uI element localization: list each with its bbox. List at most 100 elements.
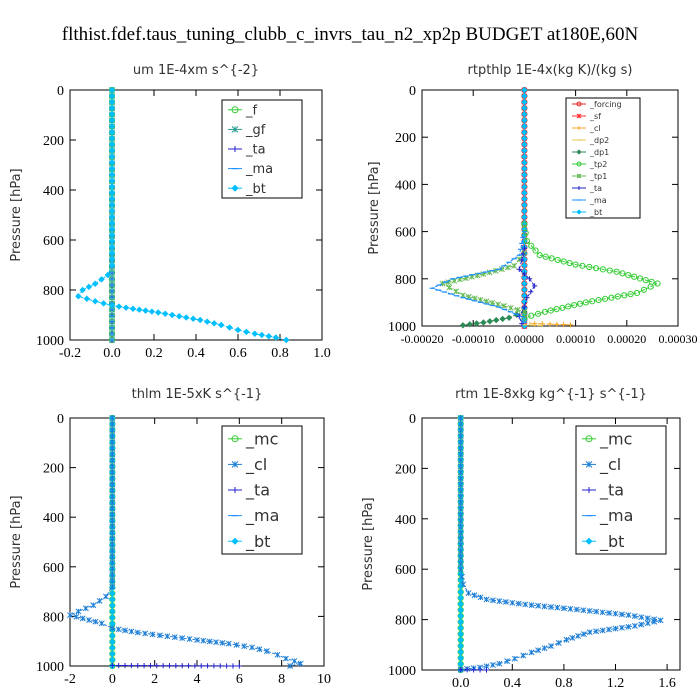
panel-title: rtm 1E-8xkg kg^{-1} s^{-1} xyxy=(455,387,647,402)
data-point xyxy=(627,291,634,298)
data-point xyxy=(109,590,116,597)
data-point xyxy=(521,117,528,124)
data-point xyxy=(521,153,528,160)
legend-label: _ma xyxy=(589,196,607,205)
data-point xyxy=(548,643,554,650)
data-point xyxy=(103,593,109,600)
data-point xyxy=(109,577,116,584)
data-point xyxy=(457,636,464,644)
legend-label: _ma xyxy=(245,506,279,526)
data-point xyxy=(291,658,298,664)
data-point xyxy=(554,321,560,327)
data-point xyxy=(457,499,464,506)
series-ta xyxy=(109,662,242,669)
chart-panel-2: rtpthlp 1E-4x(kg K)/(kg s) Pressure [hPa]… xyxy=(367,63,698,346)
data-point xyxy=(505,314,513,321)
legend-swatch-marker xyxy=(577,186,581,190)
data-point xyxy=(122,662,128,669)
data-point xyxy=(166,663,173,669)
x-tick-label: 4 xyxy=(194,672,201,687)
data-point xyxy=(122,304,130,311)
data-point xyxy=(516,266,522,272)
data-point xyxy=(243,328,250,336)
data-point xyxy=(459,322,467,329)
data-point xyxy=(233,641,240,648)
data-point xyxy=(528,289,534,295)
data-point xyxy=(108,207,116,214)
data-point xyxy=(108,110,116,118)
data-point xyxy=(511,655,518,662)
series-bt xyxy=(75,86,290,344)
y-tick-label: 600 xyxy=(43,561,64,576)
data-point xyxy=(573,606,580,613)
x-tick-label: 1.2 xyxy=(607,676,625,691)
data-point xyxy=(471,295,478,302)
data-point xyxy=(522,601,529,608)
data-point xyxy=(73,613,80,620)
data-point xyxy=(109,644,116,652)
legend-label: _bt xyxy=(245,182,266,197)
data-point xyxy=(593,608,600,615)
panel-title: thlm 1E-5xK s^{-1} xyxy=(132,387,263,402)
data-point xyxy=(234,326,242,334)
data-point xyxy=(236,663,242,669)
data-point xyxy=(528,649,535,656)
data-point xyxy=(631,613,638,620)
data-point xyxy=(115,626,122,633)
data-point xyxy=(148,308,156,315)
series-dp2 xyxy=(521,324,543,327)
data-point xyxy=(471,667,477,673)
data-point xyxy=(521,225,528,233)
data-point xyxy=(528,242,535,249)
x-tick-label: 0.8 xyxy=(271,346,289,361)
series-line xyxy=(77,90,287,341)
data-point xyxy=(625,271,632,279)
data-point xyxy=(457,536,464,542)
legend-swatch-marker xyxy=(576,101,582,107)
data-point xyxy=(534,310,542,317)
y-tick-label: 400 xyxy=(43,511,64,526)
legend-label: _mc xyxy=(599,429,632,449)
chart-panel-3: thlm 1E-5xK s^{-1} Pressure [hPa] 0 200 400 6… xyxy=(9,387,331,687)
data-point xyxy=(108,237,116,245)
panel-title: rtpthlp 1E-4x(kg K)/(kg s) xyxy=(468,63,633,78)
figure-title: flthist.fdef.taus_tuning_clubb_c_invrs_t… xyxy=(62,24,639,45)
data-point xyxy=(92,618,99,625)
data-point xyxy=(514,306,521,313)
data-point xyxy=(108,159,116,166)
data-point xyxy=(486,318,494,325)
data-point xyxy=(457,594,464,602)
data-point xyxy=(554,604,561,611)
data-point xyxy=(457,560,464,567)
data-point xyxy=(109,481,116,488)
data-point xyxy=(618,624,625,631)
y-tick-label: 0 xyxy=(57,412,64,427)
data-point xyxy=(496,660,503,667)
data-point xyxy=(108,86,116,94)
data-point xyxy=(108,165,116,172)
data-point xyxy=(179,663,185,669)
x-tick-label: 0 xyxy=(109,672,116,687)
data-point xyxy=(109,475,116,482)
data-point xyxy=(457,582,464,590)
y-tick-label: 200 xyxy=(395,462,416,477)
data-point xyxy=(489,597,496,604)
y-tick-label: 400 xyxy=(395,178,416,193)
data-point xyxy=(164,633,171,640)
data-point xyxy=(109,632,116,639)
data-point xyxy=(108,123,116,130)
data-point xyxy=(108,231,116,239)
data-point xyxy=(457,463,464,470)
data-point xyxy=(282,655,289,662)
legend-swatch-marker xyxy=(576,209,582,215)
data-point xyxy=(109,493,116,500)
data-point xyxy=(109,547,116,554)
legend: _mc _cl _ta _ma _bt xyxy=(575,425,667,555)
data-point xyxy=(457,548,464,555)
data-point xyxy=(108,189,116,196)
data-point xyxy=(535,647,542,654)
plot-frame xyxy=(421,417,681,671)
legend-label: _f xyxy=(245,103,258,118)
data-point xyxy=(217,663,223,669)
data-point xyxy=(489,299,496,306)
